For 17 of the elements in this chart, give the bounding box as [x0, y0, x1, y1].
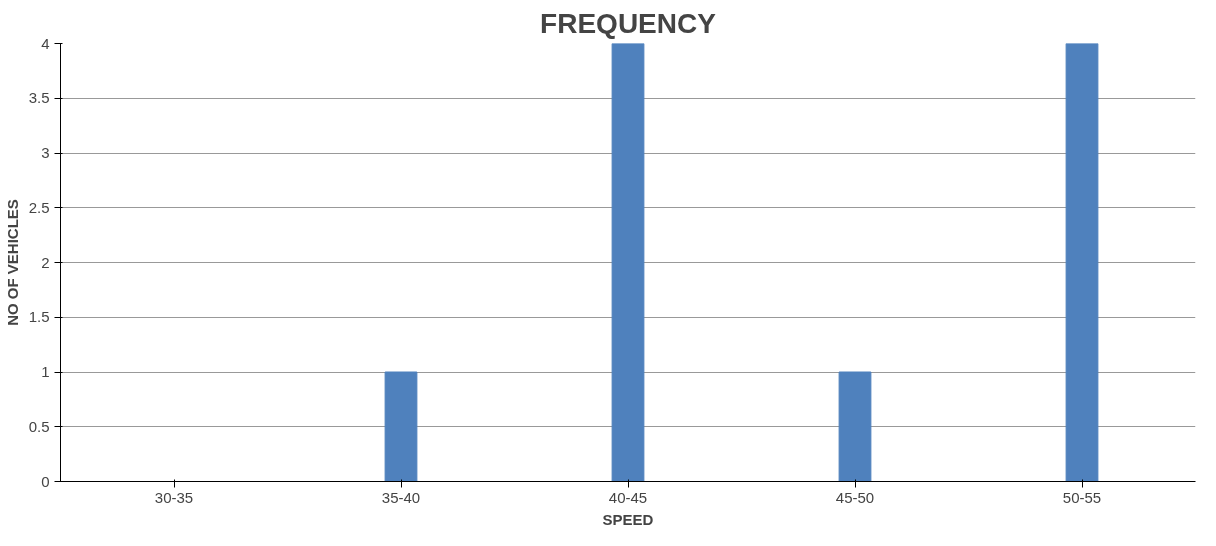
y-tick-label: 0.5: [28, 417, 50, 435]
x-tick-label: 45-50: [835, 488, 875, 506]
x-tick-label: 40-45: [608, 488, 648, 506]
x-tick-label: 35-40: [381, 488, 421, 506]
y-axis-title: NO OF VEHICLES: [3, 199, 21, 326]
x-tick-label: 30-35: [154, 488, 194, 506]
y-tick-label: 4: [41, 34, 50, 52]
y-tick-label: 0: [41, 472, 50, 490]
x-tick-label: 50-55: [1062, 488, 1102, 506]
x-axis-title: SPEED: [602, 510, 654, 528]
y-tick-label: 3.5: [28, 89, 50, 107]
y-tick-label: 3: [41, 144, 50, 161]
y-tick-label: 1: [41, 363, 50, 380]
y-tick-label: 2.5: [28, 198, 50, 216]
y-tick-label: 2: [41, 253, 50, 271]
chart-title: FREQUENCY: [540, 7, 717, 39]
y-tick-label: 1.5: [28, 308, 50, 326]
